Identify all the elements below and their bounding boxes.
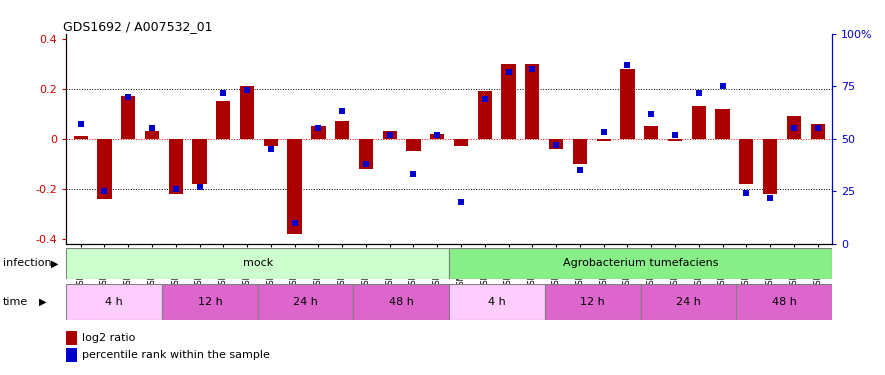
Bar bbox=[449, 284, 545, 320]
Bar bbox=[169, 139, 183, 194]
Bar bbox=[258, 284, 353, 320]
Bar bbox=[668, 139, 682, 141]
Bar bbox=[573, 139, 587, 164]
Point bbox=[644, 111, 658, 117]
Bar bbox=[449, 248, 832, 279]
Bar bbox=[66, 284, 162, 320]
Point bbox=[526, 66, 540, 72]
Bar bbox=[502, 64, 516, 139]
Bar bbox=[121, 96, 135, 139]
Bar bbox=[644, 126, 658, 139]
Bar bbox=[312, 126, 326, 139]
Bar bbox=[763, 139, 777, 194]
Text: 4 h: 4 h bbox=[489, 297, 506, 307]
Text: infection: infection bbox=[3, 258, 51, 268]
Bar bbox=[641, 284, 736, 320]
Point bbox=[145, 125, 159, 131]
Bar bbox=[406, 139, 420, 151]
Bar bbox=[335, 121, 350, 139]
Text: 48 h: 48 h bbox=[772, 297, 796, 307]
Bar bbox=[692, 106, 706, 139]
Point bbox=[169, 186, 183, 192]
Bar bbox=[549, 139, 563, 149]
Bar bbox=[620, 69, 635, 139]
Bar bbox=[216, 101, 230, 139]
Text: ▶: ▶ bbox=[39, 297, 46, 307]
Bar bbox=[811, 124, 825, 139]
Bar bbox=[596, 139, 611, 141]
Bar bbox=[525, 64, 540, 139]
Bar bbox=[454, 139, 468, 146]
Point bbox=[121, 94, 135, 100]
Bar bbox=[787, 116, 801, 139]
Text: mock: mock bbox=[242, 258, 273, 268]
Bar bbox=[353, 284, 449, 320]
Point bbox=[715, 83, 729, 89]
Text: Agrobacterium tumefaciens: Agrobacterium tumefaciens bbox=[563, 258, 719, 268]
Point bbox=[811, 125, 825, 131]
Point bbox=[739, 190, 753, 196]
Point bbox=[73, 121, 88, 127]
Text: 24 h: 24 h bbox=[676, 297, 701, 307]
Text: percentile rank within the sample: percentile rank within the sample bbox=[82, 350, 270, 360]
Text: 12 h: 12 h bbox=[197, 297, 222, 307]
Point bbox=[312, 125, 326, 131]
Bar bbox=[545, 284, 641, 320]
Point bbox=[478, 96, 492, 102]
Point bbox=[264, 146, 278, 152]
Text: GDS1692 / A007532_01: GDS1692 / A007532_01 bbox=[63, 20, 212, 33]
Bar bbox=[264, 139, 278, 146]
Point bbox=[763, 195, 777, 201]
Text: 48 h: 48 h bbox=[389, 297, 413, 307]
Point bbox=[502, 69, 516, 75]
Point bbox=[787, 125, 801, 131]
Bar bbox=[739, 139, 753, 184]
Text: 4 h: 4 h bbox=[105, 297, 123, 307]
Point bbox=[596, 129, 611, 135]
Point bbox=[240, 87, 254, 93]
Bar bbox=[66, 248, 449, 279]
Bar bbox=[430, 134, 444, 139]
Point bbox=[573, 167, 587, 173]
Bar bbox=[73, 136, 88, 139]
Point bbox=[430, 132, 444, 138]
Text: time: time bbox=[3, 297, 28, 307]
Point bbox=[335, 108, 350, 114]
Text: ▶: ▶ bbox=[51, 258, 58, 268]
Point bbox=[620, 62, 635, 68]
Bar bbox=[240, 86, 254, 139]
Point bbox=[216, 90, 230, 96]
Bar bbox=[192, 139, 206, 184]
Text: log2 ratio: log2 ratio bbox=[82, 333, 135, 343]
Point bbox=[192, 184, 206, 190]
Point bbox=[358, 161, 373, 167]
Point bbox=[454, 199, 468, 205]
Text: 12 h: 12 h bbox=[581, 297, 605, 307]
Bar bbox=[358, 139, 373, 169]
Point bbox=[406, 171, 420, 177]
Point bbox=[668, 132, 682, 138]
Point bbox=[382, 132, 396, 138]
Bar bbox=[382, 131, 396, 139]
Bar bbox=[145, 131, 159, 139]
Text: 24 h: 24 h bbox=[293, 297, 318, 307]
Point bbox=[288, 220, 302, 226]
Point bbox=[97, 188, 112, 194]
Bar bbox=[288, 139, 302, 234]
Bar bbox=[162, 284, 258, 320]
Point bbox=[692, 90, 706, 96]
Bar bbox=[478, 91, 492, 139]
Point bbox=[549, 142, 563, 148]
Bar bbox=[715, 109, 729, 139]
Bar bbox=[97, 139, 112, 199]
Bar bbox=[736, 284, 832, 320]
